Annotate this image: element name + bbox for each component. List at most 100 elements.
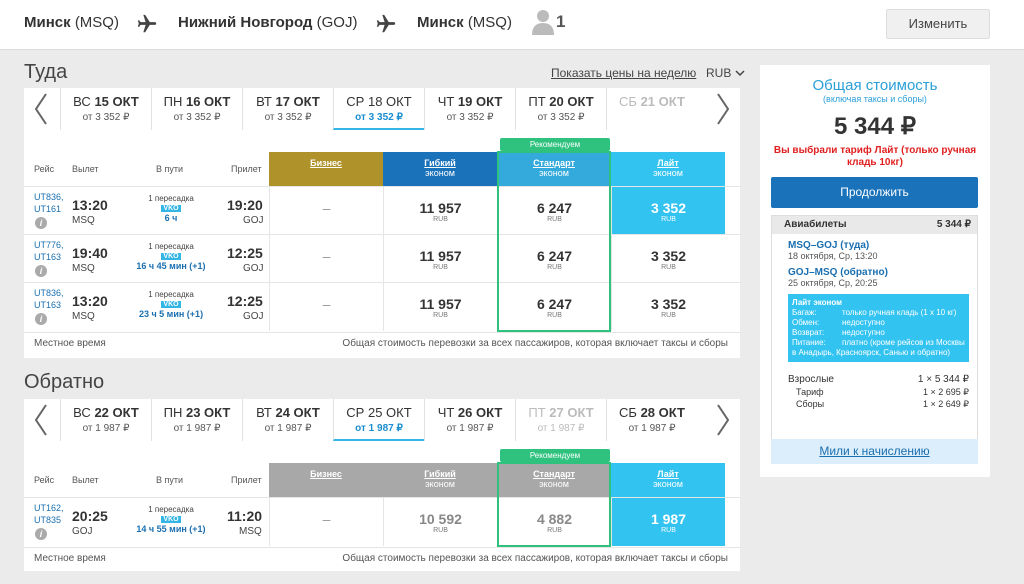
date-tab-selected[interactable]: СР 18 ОКТ от 3 352 ₽ <box>333 88 424 130</box>
col-duration: В пути <box>156 164 184 174</box>
col-duration: В пути <box>156 475 184 485</box>
info-icon[interactable]: i <box>35 265 47 277</box>
price-standard[interactable]: 6 247 RUB <box>497 235 611 283</box>
info-icon[interactable]: i <box>35 217 47 229</box>
fees-line: 1 × 2 649 ₽ Сборы <box>796 399 969 409</box>
date-tab[interactable]: ПТ 20 ОКТ от 3 352 ₽ <box>515 88 606 130</box>
col-departure: Вылет <box>72 475 99 485</box>
summary-subtitle: (включая таксы и сборы) <box>823 94 927 104</box>
change-button[interactable]: Изменить <box>886 9 990 39</box>
local-time-note: Местное время <box>34 338 106 349</box>
table-footer: Местное время Общая стоимость перевозки … <box>24 332 740 354</box>
tickets-breakdown: 5 344 ₽ Авиабилеты MSQ–GOJ (туда) 18 октя… <box>771 215 978 445</box>
price-lite[interactable]: 3 352 RUB <box>611 235 725 283</box>
passenger-icon <box>532 10 554 35</box>
date-tab-selected[interactable]: СР 25 ОКТ от 1 987 ₽ <box>333 399 424 441</box>
arrival-airport: GOJ <box>243 311 264 322</box>
departure-time: 20:25 <box>72 508 108 524</box>
date-tab[interactable]: ПН 23 ОКТ от 1 987 ₽ <box>151 399 242 441</box>
next-week-arrow-icon[interactable] <box>704 399 740 441</box>
table-footer: Местное время Общая стоимость перевозки … <box>24 547 740 569</box>
date-tab[interactable]: ВТ 17 ОКТ от 3 352 ₽ <box>242 88 333 130</box>
summary-title: Общая стоимость <box>812 77 938 94</box>
date-tab[interactable]: СБ 28 ОКТ от 1 987 ₽ <box>606 399 697 441</box>
stops-info: 1 пересадка VKO 16 ч 45 мин (+1) <box>136 242 206 271</box>
flight-row[interactable]: UT836, UT161 i 13:20 MSQ 1 пересадка VKO 6 … <box>24 186 740 235</box>
date-tab[interactable]: ЧТ 19 ОКТ от 3 352 ₽ <box>424 88 515 130</box>
price-standard[interactable]: 4 882 RUB <box>497 498 611 546</box>
stops-info: 1 пересадка VKO 14 ч 55 мин (+1) <box>136 505 206 534</box>
flight-numbers[interactable]: UT836, UT163 <box>34 288 64 310</box>
date-tab-disabled: ПТ 27 ОКТ от 1 987 ₽ <box>515 399 606 441</box>
segment-outbound-date: 18 октября, Ср, 13:20 <box>788 251 878 261</box>
currency-select[interactable]: RUB <box>706 66 745 80</box>
departure-time: 13:20 <box>72 293 108 309</box>
flight-numbers[interactable]: UT776, UT163 <box>34 240 64 262</box>
price-lite-selected[interactable]: 1 987 RUB <box>611 498 725 546</box>
chevron-down-icon <box>735 70 745 77</box>
departure-time: 19:40 <box>72 245 108 261</box>
fare-standard-header[interactable]: Стандарт эконом <box>497 463 611 497</box>
stops-info: 1 пересадка VKO 23 ч 5 мин (+1) <box>138 290 204 319</box>
price-flex[interactable]: 11 957 RUB <box>383 235 497 283</box>
table-header: Рейс Вылет В пути Прилет Рекомендуем Биз… <box>24 130 740 186</box>
date-tab[interactable]: ПН 16 ОКТ от 3 352 ₽ <box>151 88 242 130</box>
departure-airport: MSQ <box>72 311 95 322</box>
top-bar: Минск (MSQ) Нижний Новгород (GOJ) Минск … <box>0 0 1024 50</box>
fare-flex-header[interactable]: Гибкий эконом <box>383 463 497 497</box>
date-tab[interactable]: ВС 22 ОКТ от 1 987 ₽ <box>60 399 151 441</box>
flight-row[interactable]: UT836, UT163 i 13:20 MSQ 1 пересадка VKO 23… <box>24 282 740 331</box>
destination: Нижний Новгород (GOJ) <box>178 14 358 31</box>
price-flex[interactable]: 11 957 RUB <box>383 283 497 331</box>
price-flex[interactable]: 11 957 RUB <box>383 187 497 235</box>
fare-flex-header[interactable]: Гибкий эконом <box>383 152 497 186</box>
arrival-airport: GOJ <box>243 215 264 226</box>
flight-numbers[interactable]: UT162, UT835 <box>34 503 64 525</box>
tickets-header[interactable]: 5 344 ₽ Авиабилеты <box>772 216 977 234</box>
col-departure: Вылет <box>72 164 99 174</box>
local-time-note: Местное время <box>34 553 106 564</box>
origin: Минск (MSQ) <box>24 14 119 31</box>
stops-info: 1 пересадка VKO 6 ч <box>148 194 194 223</box>
prev-week-arrow-icon[interactable] <box>24 399 60 441</box>
plane-icon <box>376 14 396 33</box>
price-lite-selected[interactable]: 3 352 RUB <box>611 187 725 235</box>
col-arrival: Прилет <box>231 475 262 485</box>
prev-week-arrow-icon[interactable] <box>24 88 60 130</box>
inbound-date-bar: ВС 22 ОКТ от 1 987 ₽ ПН 23 ОКТ от 1 987 ₽ … <box>24 399 740 441</box>
price-flex[interactable]: 10 592 RUB <box>383 498 497 546</box>
outbound-date-bar: ВС 15 ОКТ от 3 352 ₽ ПН 16 ОКТ от 3 352 ₽ … <box>24 88 740 130</box>
total-price: 5 344 ₽ <box>834 113 916 140</box>
miles-link[interactable]: Мили к начислению <box>771 439 978 464</box>
arrival-time: 19:20 <box>227 197 263 213</box>
continue-button[interactable]: Продолжить <box>771 177 978 208</box>
flight-numbers[interactable]: UT836, UT161 <box>34 192 64 214</box>
fare-lite-header[interactable]: Лайт эконом <box>611 463 725 497</box>
flight-row[interactable]: UT162, UT835 i 20:25 GOJ 1 пересадка VKO 14… <box>24 497 740 546</box>
fare-business-header[interactable]: Бизнес <box>269 463 383 497</box>
price-standard[interactable]: 6 247 RUB <box>497 187 611 235</box>
price-business: – <box>269 498 383 546</box>
flight-row[interactable]: UT776, UT163 i 19:40 MSQ 1 пересадка VKO 16… <box>24 234 740 283</box>
price-summary-panel: Общая стоимость (включая таксы и сборы) … <box>760 65 990 477</box>
adults-line[interactable]: 1 × 5 344 ₽ Взрослые <box>788 374 969 385</box>
fare-business-header[interactable]: Бизнес <box>269 152 383 186</box>
passenger-count: 1 <box>556 12 566 31</box>
week-prices-link[interactable]: Показать цены на неделю <box>551 66 697 80</box>
price-standard[interactable]: 6 247 RUB <box>497 283 611 331</box>
fare-warning: Вы выбрали тариф Лайт (только ручная кла… <box>773 145 977 168</box>
fare-lite-header[interactable]: Лайт эконом <box>611 152 725 186</box>
inbound-flights-table: Рейс Вылет В пути Прилет Рекомендуем Биз… <box>24 441 740 571</box>
date-tab[interactable]: ВС 15 ОКТ от 3 352 ₽ <box>60 88 151 130</box>
date-tab[interactable]: ВТ 24 ОКТ от 1 987 ₽ <box>242 399 333 441</box>
departure-airport: GOJ <box>72 526 93 537</box>
segment-inbound: GOJ–MSQ (обратно) <box>788 267 888 278</box>
fare-standard-header[interactable]: Стандарт эконом <box>497 152 611 186</box>
inbound-title: Обратно <box>24 371 105 393</box>
arrival-airport: GOJ <box>243 263 264 274</box>
info-icon[interactable]: i <box>35 528 47 540</box>
date-tab[interactable]: ЧТ 26 ОКТ от 1 987 ₽ <box>424 399 515 441</box>
next-week-arrow-icon[interactable] <box>704 88 740 130</box>
info-icon[interactable]: i <box>35 313 47 325</box>
price-lite[interactable]: 3 352 RUB <box>611 283 725 331</box>
